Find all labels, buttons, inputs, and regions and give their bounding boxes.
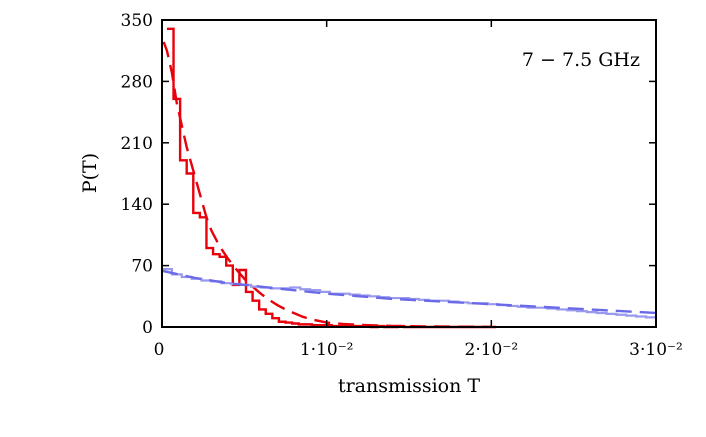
x-tick-label: 0 — [154, 340, 165, 360]
y-tick-label: 350 — [121, 11, 153, 31]
series-layer — [161, 27, 657, 329]
plot-frame — [161, 19, 657, 328]
x-axis-label: transmission T — [338, 375, 480, 397]
x-tick-label: 1·10⁻² — [300, 340, 354, 360]
series-blue-model — [161, 269, 657, 315]
y-tick-label: 0 — [142, 318, 153, 338]
y-tick-label: 140 — [121, 195, 153, 215]
y-tick-label: 70 — [131, 257, 153, 277]
frequency-annotation: 7 − 7.5 GHz — [522, 49, 640, 71]
series-red-model — [162, 41, 492, 329]
ticks-layer: 0 1·10⁻² 2·10⁻² 3·10⁻² 0 70 140 210 280 350 — [121, 11, 683, 360]
y-tick-label: 210 — [121, 134, 153, 154]
x-tick-label: 2·10⁻² — [465, 340, 519, 360]
y-tick-label: 280 — [121, 72, 153, 92]
x-tick-label: 3·10⁻² — [629, 340, 683, 360]
y-axis-label: P(T) — [79, 153, 101, 193]
